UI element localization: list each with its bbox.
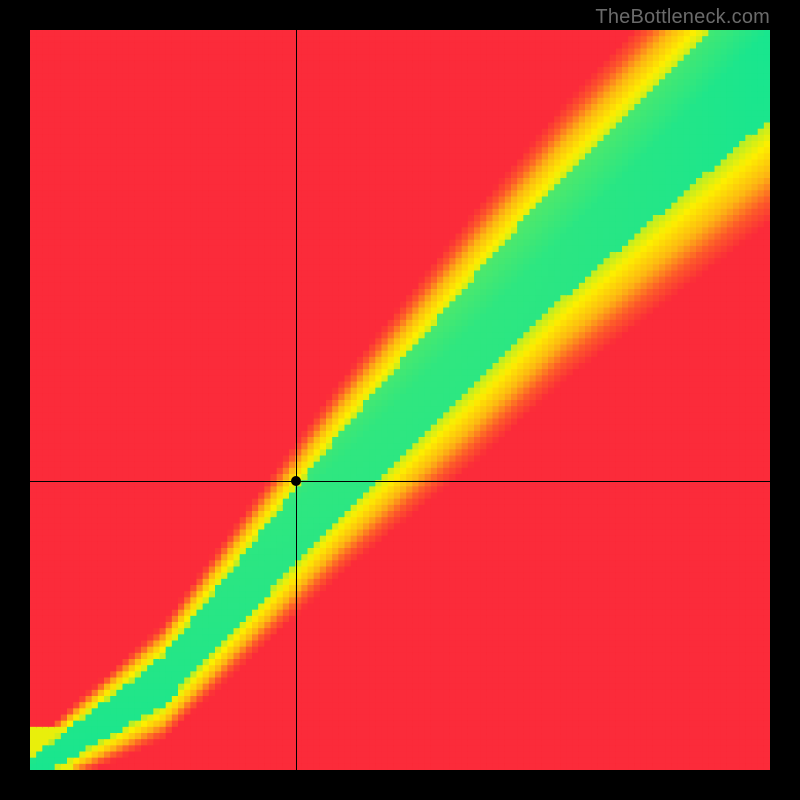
plot-area bbox=[30, 30, 770, 770]
crosshair-vertical bbox=[296, 30, 297, 770]
heatmap-canvas bbox=[30, 30, 770, 770]
chart-frame: TheBottleneck.com bbox=[0, 0, 800, 800]
selection-marker bbox=[291, 476, 301, 486]
watermark-text: TheBottleneck.com bbox=[595, 6, 770, 29]
crosshair-horizontal bbox=[30, 481, 770, 482]
